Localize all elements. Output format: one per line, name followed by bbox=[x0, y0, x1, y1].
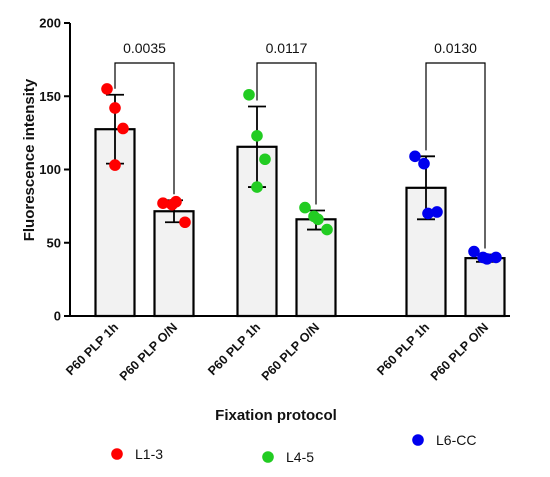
legend-marker bbox=[262, 451, 274, 463]
bars bbox=[94, 83, 506, 318]
p-value-label: 0.0130 bbox=[434, 40, 477, 56]
legend-marker bbox=[412, 434, 424, 446]
legend-label: L1-3 bbox=[135, 446, 163, 462]
data-point bbox=[422, 207, 434, 220]
data-point bbox=[251, 130, 263, 142]
data-point bbox=[179, 216, 191, 229]
legend-marker bbox=[111, 448, 123, 460]
data-point bbox=[312, 213, 324, 226]
x-tick-label: P60 PLP 1h bbox=[374, 320, 432, 378]
significance-brackets: 0.0035 0.0117 0.0130 bbox=[114, 40, 486, 249]
significance-bracket bbox=[114, 62, 175, 195]
legend: L1-3 L4-5 L6-CC bbox=[111, 432, 476, 465]
data-point bbox=[431, 206, 443, 218]
data-point bbox=[109, 159, 121, 171]
data-point bbox=[251, 181, 263, 193]
y-tick-label: 0 bbox=[54, 309, 61, 324]
data-point bbox=[259, 153, 271, 166]
bar bbox=[153, 210, 195, 318]
x-tick-label: P60 PLP 1h bbox=[205, 320, 263, 378]
p-value-label: 0.0117 bbox=[266, 40, 308, 56]
y-axis-title: Fluorescence intensity bbox=[21, 78, 38, 241]
p-value-label: 0.0035 bbox=[123, 40, 166, 56]
bar bbox=[464, 257, 506, 318]
data-point bbox=[243, 88, 255, 101]
legend-label: L6-CC bbox=[436, 432, 476, 448]
data-point bbox=[109, 102, 121, 114]
data-point bbox=[117, 122, 129, 135]
significance-bracket bbox=[256, 62, 317, 205]
x-tick-label: P60 PLP O/N bbox=[259, 320, 322, 383]
data-point bbox=[490, 251, 502, 264]
legend-label: L4-5 bbox=[286, 449, 314, 465]
data-point bbox=[321, 223, 333, 236]
y-tick-label: 100 bbox=[39, 162, 61, 177]
data-point bbox=[299, 201, 311, 214]
y-tick-label: 50 bbox=[47, 235, 61, 250]
x-tick-label: P60 PLP 1h bbox=[63, 320, 121, 378]
data-point bbox=[409, 150, 421, 163]
x-axis-title: Fixation protocol bbox=[215, 407, 337, 424]
y-tick-label: 150 bbox=[39, 89, 61, 104]
bar bbox=[295, 218, 337, 318]
data-point bbox=[157, 197, 169, 209]
data-point bbox=[101, 83, 113, 95]
data-point bbox=[170, 195, 182, 208]
data-point bbox=[481, 253, 493, 265]
significance-bracket bbox=[425, 62, 486, 249]
data-point bbox=[468, 245, 480, 258]
x-tick-label: P60 PLP O/N bbox=[117, 320, 180, 383]
data-point bbox=[418, 157, 430, 170]
x-tick-label: P60 PLP O/N bbox=[428, 320, 491, 383]
y-axis: 0 50 100 150 200 bbox=[39, 16, 71, 324]
y-tick-label: 200 bbox=[39, 16, 61, 31]
